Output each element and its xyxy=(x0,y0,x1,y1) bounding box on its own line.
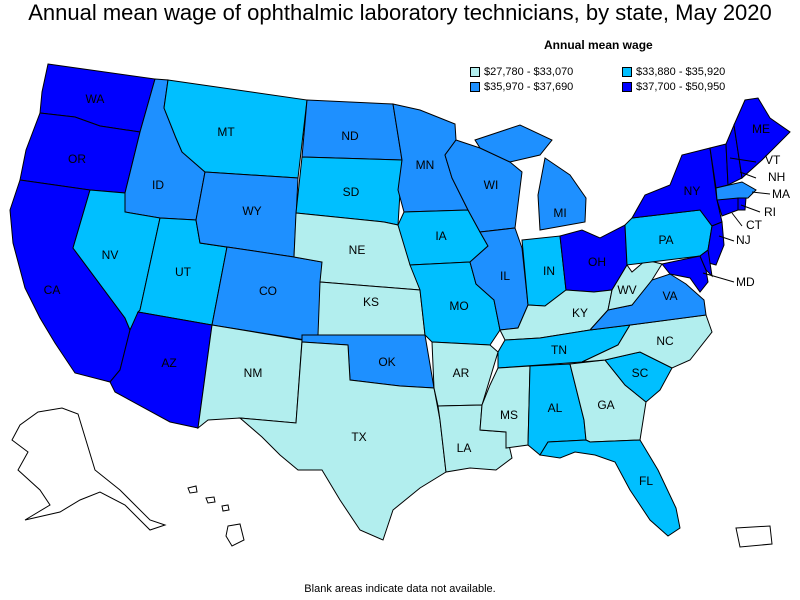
state-label-UT: UT xyxy=(175,265,192,279)
footnote: Blank areas indicate data not available. xyxy=(304,583,496,595)
legend-label: $35,970 - $37,690 xyxy=(484,81,574,93)
state-label-ID: ID xyxy=(152,178,164,192)
state-label-IL: IL xyxy=(500,269,510,283)
state-label-KY: KY xyxy=(572,306,588,320)
legend-item-bin-1: $27,780 - $33,070 xyxy=(470,66,573,78)
state-label-IA: IA xyxy=(435,229,446,243)
state-label-KS: KS xyxy=(363,295,379,309)
state-label-CO: CO xyxy=(259,284,277,298)
legend-swatch xyxy=(470,82,480,92)
state-label-WA: WA xyxy=(86,92,105,106)
state-AK[interactable] xyxy=(11,407,167,531)
state-HI[interactable] xyxy=(187,485,245,547)
legend-item-bin-3: $35,970 - $37,690 xyxy=(470,81,573,93)
state-label-RI: RI xyxy=(764,205,776,219)
state-TX[interactable] xyxy=(238,341,447,541)
state-label-OH: OH xyxy=(588,255,606,269)
state-label-GA: GA xyxy=(597,398,614,412)
legend-swatch xyxy=(470,67,480,77)
state-label-NM: NM xyxy=(244,366,263,380)
state-label-MD: MD xyxy=(736,275,755,289)
state-label-WY: WY xyxy=(242,204,261,218)
state-label-CT: CT xyxy=(746,218,763,232)
state-RI[interactable] xyxy=(737,197,747,211)
state-label-MS: MS xyxy=(500,408,518,422)
state-PR[interactable] xyxy=(735,525,773,548)
map-title: Annual mean wage of ophthalmic laborator… xyxy=(28,0,772,25)
legend-label: $33,880 - $35,920 xyxy=(636,66,726,78)
state-label-NY: NY xyxy=(684,184,701,198)
state-label-LA: LA xyxy=(457,441,472,455)
state-label-IN: IN xyxy=(543,264,555,278)
state-labels: WA OR CA ID NV UT AZ MT WY CO NM ND SD N… xyxy=(44,92,790,488)
legend-swatch xyxy=(622,67,632,77)
state-label-NJ: NJ xyxy=(736,233,751,247)
legend-label: $37,700 - $50,950 xyxy=(636,81,726,93)
callout-lines xyxy=(702,157,771,283)
legend-item-bin-2: $33,880 - $35,920 xyxy=(622,66,725,78)
state-label-TX: TX xyxy=(351,430,366,444)
state-label-AZ: AZ xyxy=(161,356,176,370)
state-label-SD: SD xyxy=(343,185,360,199)
state-label-SC: SC xyxy=(632,366,649,380)
state-MI[interactable] xyxy=(474,124,587,231)
state-label-NC: NC xyxy=(656,334,674,348)
state-ME[interactable] xyxy=(733,97,791,179)
state-label-NE: NE xyxy=(349,243,366,257)
state-FL[interactable] xyxy=(539,439,681,537)
state-label-MI: MI xyxy=(553,206,566,220)
state-label-VA: VA xyxy=(662,289,677,303)
state-label-NH: NH xyxy=(768,170,785,184)
state-label-MN: MN xyxy=(416,158,435,172)
state-label-AL: AL xyxy=(548,401,563,415)
state-label-CA: CA xyxy=(44,283,61,297)
state-label-OK: OK xyxy=(378,355,395,369)
legend-swatch xyxy=(622,82,632,92)
state-label-VT: VT xyxy=(765,153,781,167)
legend-item-bin-4: $37,700 - $50,950 xyxy=(622,81,725,93)
state-label-MA: MA xyxy=(772,187,790,201)
state-label-FL: FL xyxy=(639,474,653,488)
state-label-OR: OR xyxy=(68,152,86,166)
state-label-WV: WV xyxy=(617,283,636,297)
state-label-ME: ME xyxy=(752,122,770,136)
legend-label: $27,780 - $33,070 xyxy=(484,66,574,78)
state-label-TN: TN xyxy=(551,343,567,357)
state-label-NV: NV xyxy=(102,248,119,262)
state-label-AR: AR xyxy=(453,366,470,380)
state-label-MT: MT xyxy=(217,125,235,139)
state-label-MO: MO xyxy=(449,299,468,313)
legend-title: Annual mean wage xyxy=(544,38,653,52)
state-label-ND: ND xyxy=(341,129,359,143)
state-label-WI: WI xyxy=(484,178,499,192)
state-label-PA: PA xyxy=(658,233,673,247)
